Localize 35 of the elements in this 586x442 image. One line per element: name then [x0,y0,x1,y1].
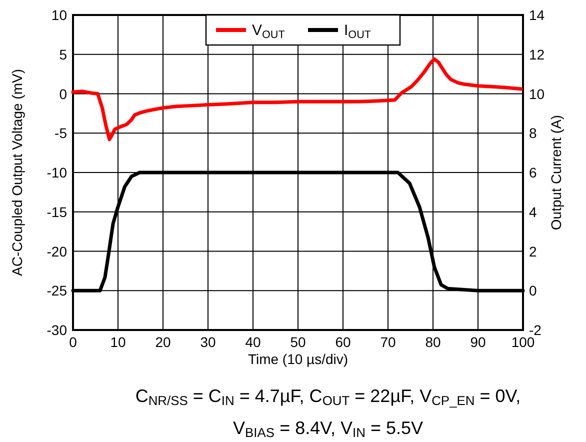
x-tick-label: 90 [470,334,486,350]
x-axis-title: Time (10 µs/div) [248,351,348,367]
legend-label: I$_{OUT}$ [344,22,372,41]
line-series [71,57,523,142]
y-tick-label: 0 [59,86,68,102]
y-tick-label: -5 [54,125,68,142]
x-tick-label: 50 [290,334,306,350]
x-tick-label: 40 [245,334,261,350]
y2-tick-label: 8 [529,125,537,142]
y2-tick-label: 4 [529,204,537,220]
y2-tick-label: 14 [529,7,545,23]
x-tick-label: 80 [425,334,441,350]
text: C$_{NR/SS}$ = C$_{IN}$ = 4.7µF, C$_{OUT}$ = 22µF, V$_{CP_EN}$ = 0V, [135,386,521,408]
text: V$_{BIAS}$ = 8.4V, V$_{IN}$ = 5.5V [233,418,423,440]
x-tick-label: 60 [335,334,351,350]
y2-tick-label: 12 [529,46,545,62]
x-tick-label: 20 [155,334,171,350]
y-tick-label: 5 [59,46,68,62]
legend-label: V$_{OUT}$ [252,22,286,41]
y-tick-label: -30 [46,322,68,338]
y-tick-label: -10 [46,164,68,180]
x-tick-label: 70 [380,334,396,350]
y2-tick-label: 2 [529,243,537,260]
y2-tick-label: 0 [529,282,537,299]
y2-tick-label: 6 [529,164,537,180]
y-tick-label: -25 [46,282,68,299]
x-tick-label: 0 [69,334,78,350]
y-tick-label: -20 [46,243,68,260]
x-tick-label: 30 [200,334,216,350]
y-axis-title: AC-Coupled Output Voltage (mV) [9,69,25,276]
x-tick-label: 10 [110,334,126,350]
y2-tick-label: 10 [529,86,545,102]
y2-axis-title: Output Current (A) [548,114,564,230]
y-tick-label: 10 [51,7,68,23]
y-tick-label: -15 [46,204,68,220]
